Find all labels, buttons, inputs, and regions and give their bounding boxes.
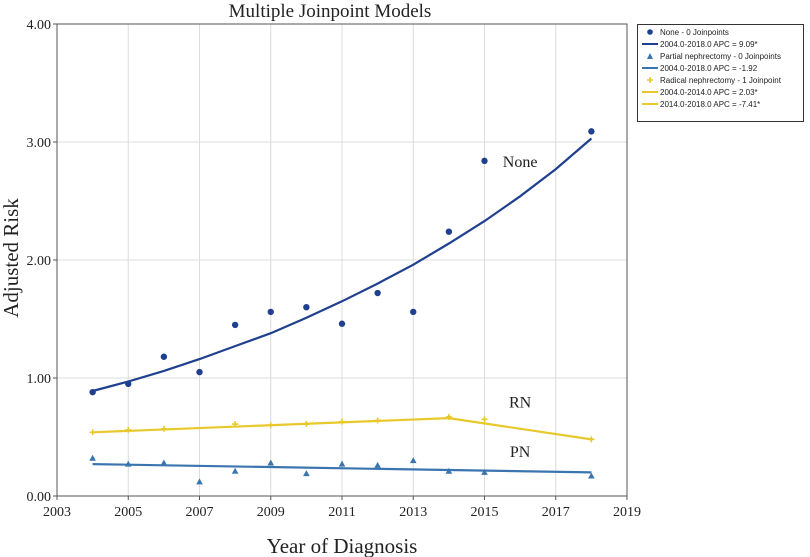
triangle-marker-icon xyxy=(647,53,653,59)
pn-point xyxy=(267,459,275,466)
legend-item-none-points: None - 0 Joinpoints xyxy=(638,27,803,38)
x-tick-label: 2011 xyxy=(328,505,355,520)
pn-fit-line xyxy=(92,463,592,474)
pn-point xyxy=(588,472,595,479)
pn-point xyxy=(89,454,96,461)
none-point xyxy=(338,320,346,327)
x-tick-label: 2009 xyxy=(257,505,285,520)
x-tick-label: 2013 xyxy=(399,505,427,520)
y-tick-label: 2.00 xyxy=(27,254,52,269)
legend-label: 2004.0-2018.0 APC = 9.09* xyxy=(660,40,758,49)
fit-lines xyxy=(92,137,593,474)
none-point xyxy=(160,353,168,360)
pn-point xyxy=(481,468,488,475)
none-point xyxy=(445,228,453,235)
legend-label: 2014.0-2018.0 APC = -7.41* xyxy=(660,100,761,109)
pn-point xyxy=(338,460,346,467)
y-axis-label: Adjusted Risk xyxy=(0,198,23,318)
legend: None - 0 Joinpoints 2004.0-2018.0 APC = … xyxy=(637,24,804,122)
rn-point xyxy=(374,417,381,424)
pn-point xyxy=(231,467,239,474)
none-point xyxy=(410,308,417,316)
annotations: None RN PN xyxy=(503,154,538,461)
line-swatch-icon xyxy=(642,103,658,105)
legend-item-none-fit: 2004.0-2018.0 APC = 9.09* xyxy=(638,39,803,50)
x-tick-label: 2015 xyxy=(471,505,499,520)
legend-label: 2004.0-2014.0 APC = 2.03* xyxy=(660,88,758,97)
none-point xyxy=(125,380,132,388)
x-tick-label: 2003 xyxy=(43,505,71,520)
y-tick-label: 1.00 xyxy=(27,372,52,387)
y-tick-label: 4.00 xyxy=(27,18,52,33)
rn-point xyxy=(160,425,167,432)
line-swatch-icon xyxy=(642,67,658,69)
none-point xyxy=(267,308,274,316)
x-tick-label: 2007 xyxy=(186,505,214,520)
none-point xyxy=(303,304,310,311)
rn-point xyxy=(481,416,488,423)
rn-point xyxy=(339,418,345,425)
x-tick-label: 2005 xyxy=(114,505,142,520)
pn-point xyxy=(445,467,453,474)
none-fit-line xyxy=(92,137,593,393)
legend-label: 2004.0-2018.0 APC = -1.92 xyxy=(660,64,758,73)
legend-label: Partial nephrectomy - 0 Joinpoints xyxy=(660,52,781,61)
rn-fit-line xyxy=(448,417,592,441)
pn-point xyxy=(124,460,132,467)
data-points xyxy=(89,128,595,485)
y-tick-label: 3.00 xyxy=(27,136,52,151)
series-annotation: PN xyxy=(510,444,531,461)
rn-point xyxy=(125,426,132,433)
line-swatch-icon xyxy=(642,91,658,93)
none-point xyxy=(481,157,488,165)
y-tick-label: 0.00 xyxy=(27,490,52,505)
circle-marker-icon xyxy=(647,29,653,35)
x-tick-label: 2019 xyxy=(613,505,641,520)
chart-title: Multiple Joinpoint Models xyxy=(229,1,432,22)
series-annotation: None xyxy=(503,154,538,171)
x-tick-label: 2017 xyxy=(542,505,570,520)
rn-point xyxy=(232,421,239,428)
x-axis-label: Year of Diagnosis xyxy=(267,534,418,557)
pn-point xyxy=(160,459,168,466)
rn-point xyxy=(445,413,452,420)
pn-point xyxy=(374,461,381,468)
none-point xyxy=(196,368,203,376)
rn-point xyxy=(89,429,96,436)
gridlines xyxy=(56,23,628,497)
rn-point xyxy=(303,421,310,428)
pn-point xyxy=(196,478,203,485)
none-point xyxy=(89,388,96,396)
legend-item-rn-points: Radical nephrectomy - 1 Joinpoint xyxy=(638,75,803,86)
pn-point xyxy=(409,457,417,464)
series-annotation: RN xyxy=(509,395,532,412)
legend-item-rn-fit-1: 2004.0-2014.0 APC = 2.03* xyxy=(638,87,803,98)
line-swatch-icon xyxy=(642,43,658,45)
legend-item-pn-fit: 2004.0-2018.0 APC = -1.92 xyxy=(638,63,803,74)
plus-marker-icon xyxy=(647,77,653,83)
legend-label: Radical nephrectomy - 1 Joinpoint xyxy=(660,76,781,85)
axis-ticks: 2003 2005 2007 2009 2011 2013 2015 2017 2019 0.00… xyxy=(27,18,642,520)
none-point xyxy=(374,289,381,297)
legend-label: None - 0 Joinpoints xyxy=(660,28,729,37)
rn-point xyxy=(588,436,595,443)
none-point xyxy=(231,321,239,329)
rn-point xyxy=(267,422,274,429)
pn-point xyxy=(303,470,310,477)
legend-item-rn-fit-2: 2014.0-2018.0 APC = -7.41* xyxy=(638,99,803,110)
legend-item-pn-points: Partial nephrectomy - 0 Joinpoints xyxy=(638,51,803,62)
none-point xyxy=(588,128,595,135)
